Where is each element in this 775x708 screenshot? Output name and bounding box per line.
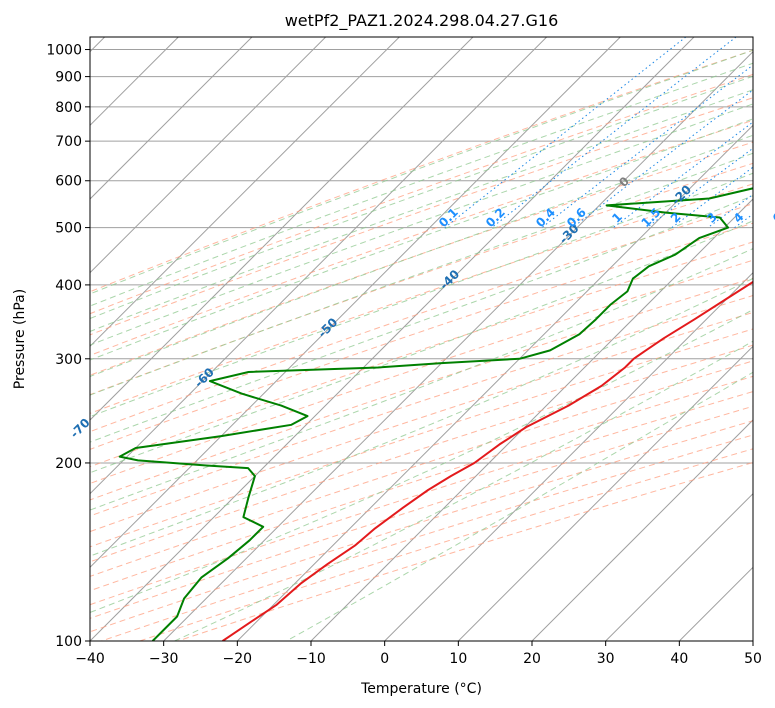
y-axis-title: Pressure (hPa): [12, 289, 28, 389]
chart-title: wetPf2_PAZ1.2024.298.04.27.G16: [285, 11, 559, 31]
dry-adiabat-line: [101, 434, 753, 641]
dry-adiabat-line: [90, 49, 753, 293]
x-tick-label: 50: [744, 651, 762, 667]
dry-adiabat-line: [90, 360, 753, 577]
x-tick-label: 30: [597, 651, 615, 667]
moist-adiabat-line: [90, 49, 753, 295]
isotherm-line: [90, 37, 327, 274]
dry-adiabat-line: [90, 375, 753, 592]
x-tick-label: 40: [670, 651, 688, 667]
dry-adiabat-line: [90, 119, 753, 356]
dry-adiabat-line: [90, 203, 753, 433]
isotherm-label: -60: [192, 365, 217, 390]
dry-adiabat-line: [90, 183, 753, 414]
dry-adiabat-line: [90, 328, 753, 548]
moist-adiabat-line: [90, 220, 753, 474]
moist-adiabat-line: [90, 118, 753, 361]
mixing-ratio-line: [491, 37, 737, 228]
moist-adiabat-line: [90, 89, 753, 332]
dry-adiabat-line: [90, 141, 753, 376]
y-tick-label: 200: [55, 456, 82, 472]
y-tick-label: 800: [55, 100, 82, 116]
background-lines: [90, 37, 753, 641]
moist-adiabat-line: [90, 172, 753, 418]
y-tick-label: 700: [55, 134, 82, 150]
isotherm-line: [163, 50, 753, 641]
x-tick-label: −10: [296, 651, 326, 667]
dry-adiabat-line: [90, 344, 753, 563]
isotherm-line: [605, 492, 753, 641]
y-tick-label: 500: [55, 221, 82, 237]
plot-frame: [89, 36, 754, 642]
isotherm-label: -70: [68, 416, 93, 441]
dry-adiabat-line: [90, 162, 753, 396]
mixing-ratio-line: [572, 89, 753, 228]
isotherm-line: [678, 566, 753, 641]
x-tick-label: 10: [449, 651, 467, 667]
mixing-ratio-line: [734, 213, 753, 229]
x-tick-label: 20: [523, 651, 541, 667]
mixing-ratio-label: 6: [770, 210, 775, 226]
dry-adiabat-line: [90, 391, 753, 606]
moist-adiabat-line: [90, 195, 753, 443]
isotherm-line: [384, 271, 753, 641]
isotherm-line: [90, 37, 621, 569]
dry-adiabat-line: [90, 97, 753, 336]
dry-adiabat-line: [90, 277, 753, 501]
mixing-ratio-line: [671, 166, 753, 228]
x-tick-label: −30: [149, 651, 179, 667]
moist-adiabat-label: 0: [616, 174, 632, 190]
isotherm-line: [752, 640, 753, 641]
x-tick-label: −40: [75, 651, 105, 667]
isotherm-line: [90, 37, 253, 200]
mixing-ratio-label: 4: [731, 210, 747, 226]
mixing-ratio-line: [444, 37, 687, 228]
dry-adiabat-line: [90, 259, 753, 485]
dewpoint-profile: [118, 187, 753, 641]
isotherm-line: [90, 37, 474, 421]
isotherm-line: [90, 37, 548, 495]
y-tick-label: 300: [55, 352, 82, 368]
moist-adiabat-line: [90, 277, 753, 557]
x-axis: −40 −30 −20 −10 0 10 20 30 40 50: [75, 641, 762, 667]
moist-adiabat-line: [90, 75, 753, 320]
y-tick-label: 1000: [46, 43, 82, 59]
y-tick-label: 900: [55, 70, 82, 86]
moist-adiabat-line: [90, 248, 753, 511]
y-axis: 1000 900 800 700 600 500 400 300 200 100: [46, 43, 90, 650]
isotherm-line: [531, 419, 753, 641]
mixing-ratio-label: 0.4: [533, 205, 558, 230]
dry-adiabat-line: [90, 294, 753, 517]
x-tick-label: 0: [380, 651, 389, 667]
moist-adiabat-label: 10: [773, 151, 775, 173]
series-group: [118, 187, 753, 641]
isotherm-line: [90, 37, 400, 348]
temperature-profile: [222, 280, 753, 641]
moist-adiabat-line: [90, 152, 753, 396]
dry-adiabat-line: [90, 73, 753, 315]
mixing-ratio-label: 2: [668, 210, 684, 226]
x-tick-label: −20: [223, 651, 253, 667]
dry-adiabat-line: [90, 241, 753, 468]
isotherm-line: [310, 198, 753, 641]
dry-adiabat-line: [90, 311, 753, 533]
isotherm-line: [457, 345, 753, 641]
y-tick-label: 100: [55, 634, 82, 650]
y-tick-label: 600: [55, 174, 82, 190]
isotherm-line: [90, 37, 695, 641]
isotherm-label: -50: [315, 315, 340, 340]
mixing-ratio-label: 3: [704, 210, 720, 226]
mixing-ratio-label: 1: [609, 210, 625, 226]
y-tick-label: 400: [55, 278, 82, 294]
x-axis-title: Temperature (°C): [360, 681, 482, 697]
dry-adiabat-line: [90, 222, 753, 450]
isotherm-line: [236, 124, 753, 641]
